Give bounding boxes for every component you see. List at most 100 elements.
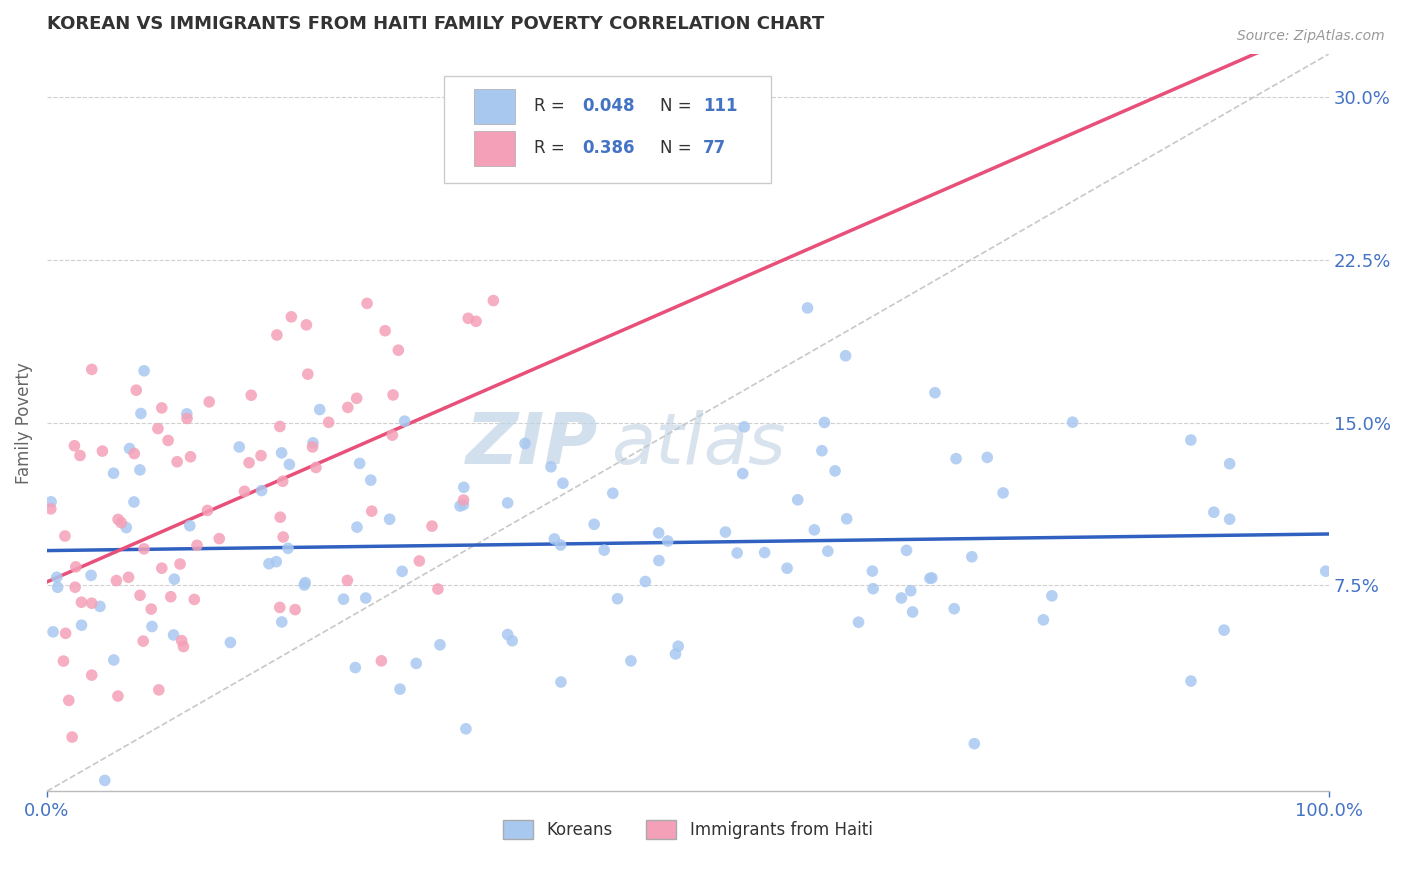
Text: 0.048: 0.048	[582, 97, 636, 115]
Point	[346, 392, 368, 406]
Point	[360, 504, 382, 518]
Point	[163, 572, 186, 586]
Point	[94, 773, 117, 788]
Point	[60, 730, 83, 744]
Point	[602, 486, 624, 500]
Point	[647, 525, 669, 540]
Point	[370, 654, 392, 668]
Point	[103, 467, 125, 481]
Point	[172, 640, 194, 654]
Point	[860, 564, 883, 578]
Point	[132, 364, 155, 378]
Point	[496, 627, 519, 641]
Point	[278, 458, 301, 472]
Point	[731, 467, 754, 481]
Point	[824, 464, 846, 478]
Point	[714, 524, 737, 539]
FancyBboxPatch shape	[474, 130, 515, 166]
Point	[80, 362, 103, 376]
Point	[900, 583, 922, 598]
Point	[132, 634, 155, 648]
Point	[266, 555, 288, 569]
Point	[277, 541, 299, 556]
Point	[269, 510, 291, 524]
Point	[1180, 674, 1202, 689]
Point	[457, 311, 479, 326]
Point	[39, 495, 62, 509]
Point	[921, 571, 943, 585]
Point	[733, 420, 755, 434]
Point	[295, 318, 318, 332]
Point	[1315, 564, 1337, 578]
Point	[811, 443, 834, 458]
Point	[179, 518, 201, 533]
Point	[292, 578, 315, 592]
Point	[634, 574, 657, 589]
Point	[271, 475, 294, 489]
Point	[65, 559, 87, 574]
Point	[664, 647, 686, 661]
Point	[360, 473, 382, 487]
Point	[250, 449, 273, 463]
Point	[346, 520, 368, 534]
Point	[63, 439, 86, 453]
Text: 111: 111	[703, 97, 738, 115]
Point	[1032, 613, 1054, 627]
Point	[52, 654, 75, 668]
Point	[284, 602, 307, 616]
Point	[394, 414, 416, 428]
Point	[294, 575, 316, 590]
Point	[378, 512, 401, 526]
Point	[405, 657, 427, 671]
Point	[835, 512, 858, 526]
Point	[58, 693, 80, 707]
Point	[429, 638, 451, 652]
Point	[176, 411, 198, 425]
Point	[183, 592, 205, 607]
Point	[817, 544, 839, 558]
Point	[901, 605, 924, 619]
Point	[53, 529, 76, 543]
Point	[924, 385, 946, 400]
Point	[280, 310, 302, 324]
Point	[179, 450, 201, 464]
Point	[141, 619, 163, 633]
Point	[141, 602, 163, 616]
Point	[91, 444, 114, 458]
Point	[107, 689, 129, 703]
Point	[302, 435, 325, 450]
Point	[391, 564, 413, 578]
Point	[482, 293, 505, 308]
Point	[110, 516, 132, 530]
Point	[63, 580, 86, 594]
Point	[250, 483, 273, 498]
Point	[550, 538, 572, 552]
Point	[69, 449, 91, 463]
Point	[389, 682, 412, 697]
Point	[354, 591, 377, 605]
Point	[297, 367, 319, 381]
Point	[620, 654, 643, 668]
Point	[122, 495, 145, 509]
Point	[118, 442, 141, 456]
Point	[501, 633, 523, 648]
Point	[513, 436, 536, 450]
Text: KOREAN VS IMMIGRANTS FROM HAITI FAMILY POVERTY CORRELATION CHART: KOREAN VS IMMIGRANTS FROM HAITI FAMILY P…	[46, 15, 824, 33]
Point	[583, 517, 606, 532]
Point	[1180, 433, 1202, 447]
Point	[387, 343, 409, 358]
Point	[374, 324, 396, 338]
Point	[55, 626, 77, 640]
Point	[918, 571, 941, 585]
Y-axis label: Family Poverty: Family Poverty	[15, 362, 32, 483]
Text: Source: ZipAtlas.com: Source: ZipAtlas.com	[1237, 29, 1385, 44]
Point	[453, 493, 475, 508]
Point	[336, 401, 359, 415]
Point	[70, 595, 93, 609]
Point	[238, 456, 260, 470]
Point	[381, 428, 404, 442]
Point	[132, 541, 155, 556]
Text: N =: N =	[659, 139, 696, 157]
Point	[80, 668, 103, 682]
Point	[146, 421, 169, 435]
